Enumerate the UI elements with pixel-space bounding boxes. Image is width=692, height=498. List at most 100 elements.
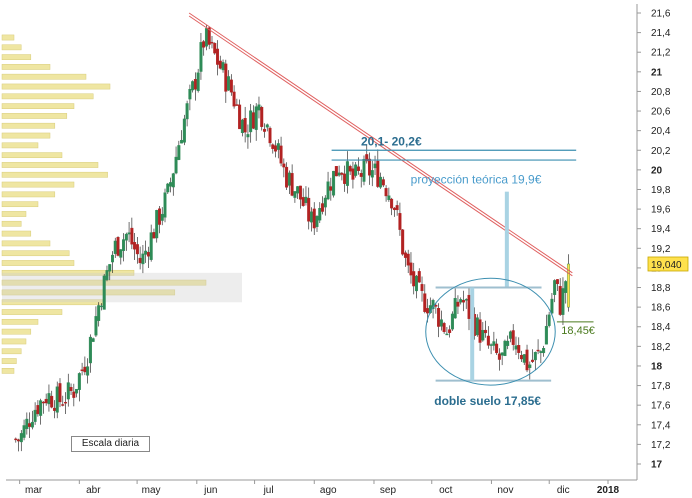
candle-body (448, 329, 452, 333)
price-tick-label: 17 (651, 460, 663, 471)
candle-body (547, 314, 551, 326)
candle-body (44, 398, 48, 404)
candle-body (309, 211, 313, 223)
time-tick-label: ago (320, 485, 337, 496)
candle-body (36, 405, 40, 415)
price-tick-label: 17,2 (651, 440, 671, 451)
volume-profile-bar (1, 348, 22, 355)
candle-body (555, 279, 559, 285)
volume-profile-bar (1, 142, 39, 149)
volume-profile-bar (1, 122, 56, 129)
candle-body (293, 191, 297, 198)
time-tick-label: dic (557, 485, 570, 496)
candle-body (514, 345, 518, 350)
candle-body (240, 119, 244, 134)
last-price-label: 19,040 (651, 260, 682, 271)
price-axis: 1717,217,417,617,81818,218,418,618,81919… (636, 4, 689, 480)
candle-body (180, 139, 184, 144)
candle-body (279, 145, 283, 164)
candle-body (182, 118, 186, 143)
candle-body (99, 305, 103, 308)
price-tick-label: 19,8 (651, 185, 671, 196)
candle-body (403, 252, 407, 258)
candle-body (387, 195, 391, 201)
price-tick-label: 19,4 (651, 224, 671, 235)
candle-body (376, 160, 380, 187)
candle-body (39, 400, 43, 416)
candle-body (149, 232, 153, 260)
candle-body (260, 106, 264, 127)
volume-profile-bar (1, 132, 51, 139)
price-tick-label: 20,2 (651, 146, 671, 157)
candle-body (28, 423, 32, 427)
candle-body (88, 336, 92, 364)
candle-body (135, 244, 139, 255)
volume-profile-bar (1, 44, 22, 51)
volume-profile-bar (1, 73, 87, 80)
candle-body (86, 366, 90, 376)
candle-body (199, 42, 203, 72)
candle-body (409, 262, 413, 276)
candle-body (533, 352, 537, 361)
candle-body (423, 293, 427, 312)
time-tick-label: 2018 (597, 485, 620, 496)
price-tick-label: 19,6 (651, 205, 671, 216)
projection-bar (504, 191, 509, 288)
candle-body (30, 421, 34, 428)
candle-body (64, 401, 68, 404)
candle-body (500, 352, 504, 356)
candle-body (379, 176, 383, 188)
candle-body (50, 395, 54, 408)
candle-body (495, 343, 499, 354)
volume-profile-bar (1, 240, 51, 247)
candle-body (155, 210, 159, 239)
price-tick-label: 21,4 (651, 28, 671, 39)
high-volume-band (2, 272, 242, 303)
candle-body (489, 344, 493, 346)
support-label: 18,45€ (561, 325, 595, 337)
target-zone-label: 20,1- 20,2€ (361, 134, 422, 148)
candle-body (33, 409, 37, 422)
candle-body (25, 418, 29, 430)
time-tick-label: jun (203, 485, 217, 496)
candle-body (166, 183, 170, 193)
price-tick-label: 18 (651, 361, 663, 372)
candle-body (216, 48, 220, 65)
candle-body (307, 197, 311, 222)
volume-profile-bar (1, 220, 22, 227)
candle-body (467, 294, 471, 319)
candle-body (251, 112, 255, 129)
candle-body (511, 330, 515, 345)
time-tick-label: may (142, 485, 161, 496)
candle-body (146, 252, 150, 257)
candle-body (296, 186, 300, 194)
volume-profile-bar (1, 191, 56, 198)
price-tick-label: 17,6 (651, 401, 671, 412)
candle-body (522, 354, 526, 363)
candle-body (365, 154, 369, 162)
price-tick-label: 19,2 (651, 244, 671, 255)
price-tick-label: 18,4 (651, 322, 671, 333)
candle-body (337, 172, 341, 176)
candle-body (204, 28, 208, 47)
volume-profile-bar (1, 93, 94, 100)
volume-profile-bar (1, 181, 75, 188)
candle-body (235, 104, 239, 106)
candle-body (558, 286, 562, 315)
double-bottom-circle (425, 277, 556, 386)
candle-body (420, 284, 424, 292)
candle-body (354, 164, 358, 176)
candle-body (321, 203, 325, 212)
candle-body (453, 298, 457, 319)
candle-body (486, 335, 490, 346)
candle-body (445, 333, 449, 336)
candle-body (254, 106, 258, 130)
candle-body (246, 134, 250, 138)
candle-body (461, 300, 465, 303)
candles (14, 24, 570, 452)
candle-body (75, 388, 79, 394)
candle-body (566, 263, 570, 308)
candle-body (370, 170, 374, 178)
candle-body (395, 205, 399, 211)
volume-profile-bar (1, 211, 27, 217)
